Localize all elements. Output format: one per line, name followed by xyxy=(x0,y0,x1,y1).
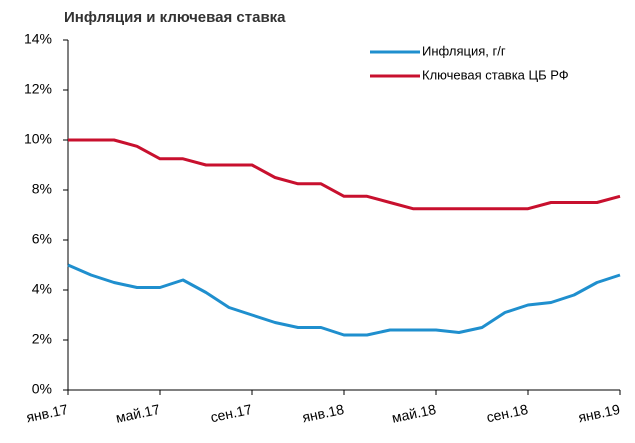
x-tick-label: май.17 xyxy=(114,401,161,426)
x-tick-label: сен.18 xyxy=(485,401,530,425)
series-line xyxy=(68,138,621,211)
x-tick-label: сен.17 xyxy=(209,401,254,425)
y-tick-label: 8% xyxy=(32,181,52,197)
y-tick-label: 0% xyxy=(32,381,52,397)
y-tick-label: 2% xyxy=(32,331,52,347)
legend-label: Инфляция, г/г xyxy=(422,43,506,58)
x-tick-label: янв.17 xyxy=(25,401,70,425)
y-tick-label: 4% xyxy=(32,281,52,297)
x-tick-label: янв.18 xyxy=(301,401,346,425)
series-line xyxy=(67,263,621,337)
x-tick-label: янв.19 xyxy=(577,401,622,425)
chart-title: Инфляция и ключевая ставка xyxy=(64,9,286,26)
y-tick-label: 12% xyxy=(24,81,52,97)
x-tick-label: май.18 xyxy=(390,401,437,426)
y-tick-label: 6% xyxy=(32,231,52,247)
y-tick-label: 14% xyxy=(24,31,52,47)
legend-label: Ключевая ставка ЦБ РФ xyxy=(422,67,569,82)
y-tick-label: 10% xyxy=(24,131,52,147)
